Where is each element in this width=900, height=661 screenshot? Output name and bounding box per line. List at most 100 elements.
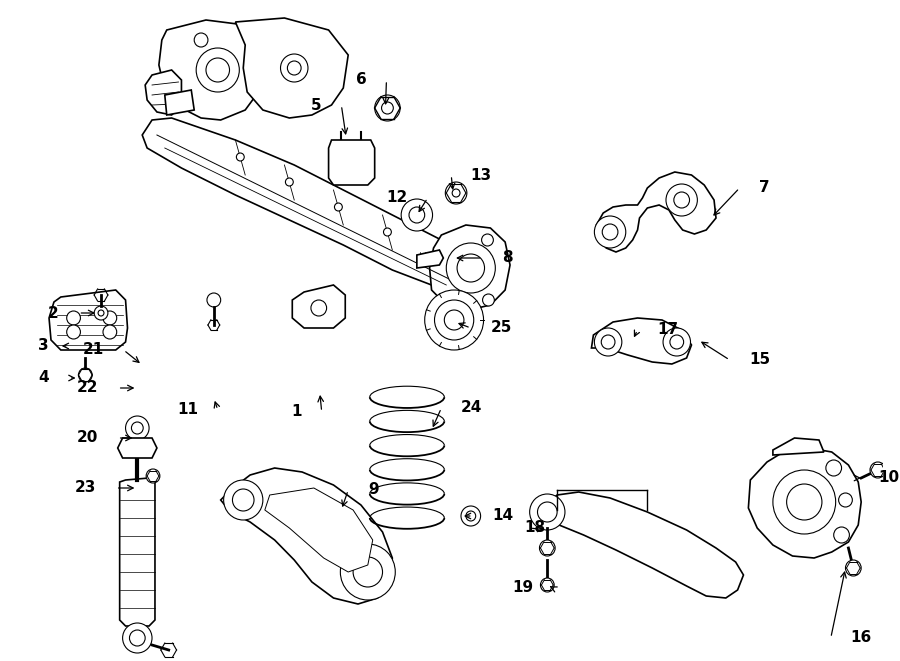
Text: 18: 18 xyxy=(524,520,545,535)
Circle shape xyxy=(237,153,244,161)
Circle shape xyxy=(826,460,842,476)
Polygon shape xyxy=(292,285,346,328)
Circle shape xyxy=(310,300,327,316)
Text: 22: 22 xyxy=(76,381,98,395)
Circle shape xyxy=(445,310,464,330)
Circle shape xyxy=(281,54,308,82)
Polygon shape xyxy=(591,318,691,364)
Circle shape xyxy=(839,493,852,507)
Circle shape xyxy=(383,228,392,236)
Circle shape xyxy=(94,306,108,320)
Text: 1: 1 xyxy=(292,405,302,420)
Circle shape xyxy=(401,199,433,231)
Text: 21: 21 xyxy=(83,342,104,358)
Circle shape xyxy=(594,216,625,248)
Polygon shape xyxy=(417,250,444,268)
Polygon shape xyxy=(265,488,373,572)
Text: 14: 14 xyxy=(492,508,514,524)
Circle shape xyxy=(539,540,555,556)
Polygon shape xyxy=(120,478,155,626)
Circle shape xyxy=(125,416,149,440)
Polygon shape xyxy=(145,70,182,115)
Text: 13: 13 xyxy=(471,167,492,182)
Circle shape xyxy=(435,300,473,340)
Polygon shape xyxy=(236,18,348,118)
Circle shape xyxy=(457,254,484,282)
Text: 2: 2 xyxy=(48,305,58,321)
Circle shape xyxy=(529,494,565,530)
Text: 12: 12 xyxy=(387,190,408,206)
Circle shape xyxy=(131,422,143,434)
Circle shape xyxy=(773,470,836,534)
Polygon shape xyxy=(429,225,510,310)
Circle shape xyxy=(67,325,80,339)
Polygon shape xyxy=(597,172,716,252)
Circle shape xyxy=(223,480,263,520)
Text: 4: 4 xyxy=(39,371,49,385)
Polygon shape xyxy=(539,492,743,598)
Text: 16: 16 xyxy=(850,631,871,646)
Circle shape xyxy=(663,328,690,356)
Circle shape xyxy=(870,462,886,478)
Circle shape xyxy=(194,33,208,47)
Polygon shape xyxy=(49,290,128,350)
Circle shape xyxy=(98,310,104,316)
Circle shape xyxy=(461,506,481,526)
Polygon shape xyxy=(118,438,157,458)
Text: 9: 9 xyxy=(368,483,378,498)
Circle shape xyxy=(537,502,557,522)
Text: 5: 5 xyxy=(311,98,321,112)
Text: 10: 10 xyxy=(878,471,899,485)
Circle shape xyxy=(594,328,622,356)
Circle shape xyxy=(285,178,293,186)
Circle shape xyxy=(340,544,395,600)
Polygon shape xyxy=(328,140,374,185)
Circle shape xyxy=(103,311,117,325)
Circle shape xyxy=(601,335,615,349)
Text: 25: 25 xyxy=(491,321,512,336)
Circle shape xyxy=(674,192,689,208)
Text: 11: 11 xyxy=(177,403,198,418)
Circle shape xyxy=(466,511,476,521)
Circle shape xyxy=(122,623,152,653)
Text: 3: 3 xyxy=(39,338,49,354)
Circle shape xyxy=(207,293,220,307)
Text: 23: 23 xyxy=(75,481,96,496)
Polygon shape xyxy=(773,438,824,455)
Circle shape xyxy=(78,368,92,382)
Circle shape xyxy=(446,243,495,293)
Circle shape xyxy=(103,325,117,339)
Circle shape xyxy=(232,489,254,511)
Circle shape xyxy=(670,335,684,349)
Circle shape xyxy=(206,58,230,82)
Circle shape xyxy=(482,234,493,246)
Circle shape xyxy=(335,203,342,211)
Text: 15: 15 xyxy=(750,352,770,368)
Circle shape xyxy=(353,557,382,587)
Circle shape xyxy=(425,290,483,350)
Circle shape xyxy=(787,484,822,520)
Circle shape xyxy=(833,527,850,543)
Polygon shape xyxy=(142,118,471,290)
Polygon shape xyxy=(159,20,270,120)
Circle shape xyxy=(845,560,861,576)
Text: 8: 8 xyxy=(502,251,513,266)
Circle shape xyxy=(382,102,393,114)
Circle shape xyxy=(146,469,160,483)
Circle shape xyxy=(67,311,80,325)
Circle shape xyxy=(540,578,554,592)
Circle shape xyxy=(374,95,400,121)
Text: 19: 19 xyxy=(512,580,534,596)
Polygon shape xyxy=(165,90,194,115)
Text: 24: 24 xyxy=(461,401,482,416)
Text: 20: 20 xyxy=(76,430,98,446)
Circle shape xyxy=(452,189,460,197)
Text: 7: 7 xyxy=(760,180,770,196)
Circle shape xyxy=(482,294,494,306)
Circle shape xyxy=(130,630,145,646)
Circle shape xyxy=(196,48,239,92)
Polygon shape xyxy=(749,448,861,558)
Circle shape xyxy=(409,207,425,223)
Circle shape xyxy=(446,182,467,204)
Circle shape xyxy=(287,61,302,75)
